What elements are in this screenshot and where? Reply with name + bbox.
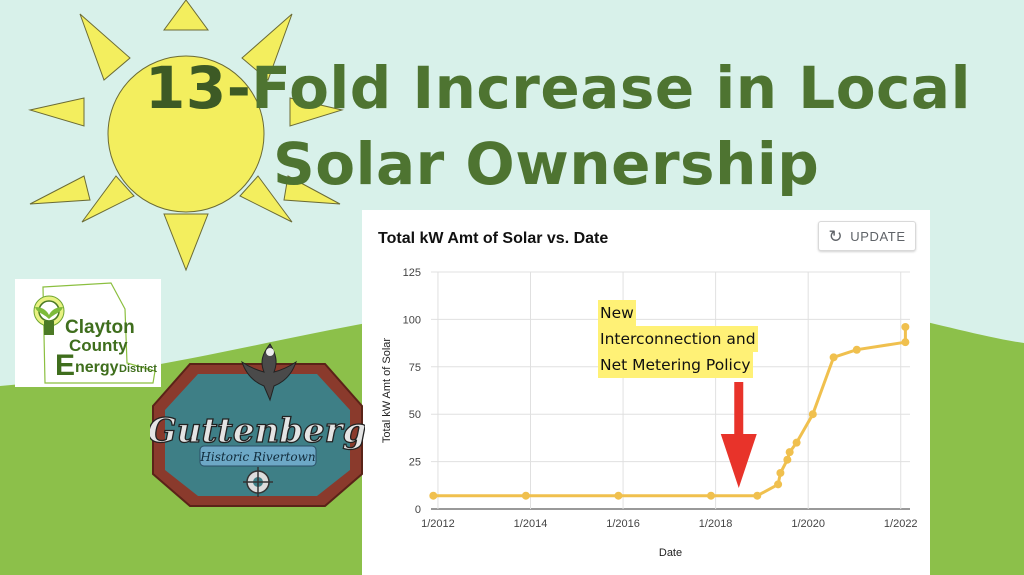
x-axis-label: Date — [659, 547, 682, 559]
clayton-county-logo-art: Clayton County E nergy District — [33, 282, 157, 384]
logo-tagline: Historic Rivertown — [199, 450, 315, 464]
y-tick-label: 25 — [409, 457, 421, 469]
data-point — [774, 480, 783, 489]
policy-annotation: New Interconnection and Net Metering Pol… — [598, 300, 758, 378]
logo-line-2: County — [69, 336, 128, 355]
arrow-down-icon — [720, 434, 757, 488]
logo-line-3-initial: E — [55, 349, 75, 382]
data-point — [792, 438, 801, 447]
data-point — [706, 491, 715, 500]
eagle-icon — [241, 343, 297, 402]
data-point — [901, 322, 910, 331]
data-point — [753, 491, 762, 500]
lightbulb-icon — [33, 295, 65, 335]
data-point — [852, 345, 861, 354]
update-button[interactable]: ↻ UPDATE — [818, 221, 916, 251]
y-tick-label: 100 — [403, 314, 421, 326]
ship-wheel-icon — [243, 467, 273, 497]
chart-panel: Total kW Amt of Solar vs. Date ↻ UPDATE … — [362, 210, 930, 575]
y-tick-label: 75 — [409, 362, 421, 374]
x-tick-label: 1/2018 — [699, 518, 733, 530]
data-point — [829, 353, 838, 362]
data-point — [783, 455, 792, 464]
data-point — [808, 410, 817, 419]
y-axis-label: Total kW Amt of Solar — [381, 338, 393, 443]
chart-title: Total kW Amt of Solar vs. Date — [378, 230, 609, 247]
annotation-line: Net Metering Policy — [598, 352, 753, 378]
annotation-line: Interconnection and — [598, 326, 758, 352]
guttenberg-logo: Guttenberg Historic Rivertown — [147, 340, 367, 510]
slide-title: 13-Fold Increase in Local Solar Ownershi… — [145, 50, 971, 202]
x-tick-label: 1/2014 — [514, 518, 548, 530]
x-tick-label: 1/2022 — [884, 518, 918, 530]
data-point — [521, 491, 530, 500]
y-tick-label: 50 — [409, 409, 421, 421]
clayton-county-logo: Clayton County E nergy District — [15, 279, 161, 387]
y-tick-label: 125 — [403, 267, 421, 279]
logo-name: Guttenberg — [150, 411, 365, 451]
sun-icon — [28, 0, 344, 272]
refresh-icon: ↻ — [828, 226, 844, 246]
annotation-line: New — [598, 300, 636, 326]
data-point — [429, 491, 438, 500]
x-tick-label: 1/2020 — [791, 518, 825, 530]
update-label: UPDATE — [850, 228, 906, 244]
logo-line-3: nergy — [75, 359, 119, 376]
title-line2: Solar Ownership — [273, 130, 820, 198]
data-point — [614, 491, 623, 500]
title-number: 13- — [145, 54, 252, 122]
data-point — [776, 468, 785, 477]
logo-line-3-tail: District — [119, 363, 157, 375]
x-tick-label: 1/2016 — [606, 518, 640, 530]
data-point — [785, 448, 794, 457]
logo-line-1: Clayton — [65, 317, 135, 338]
guttenberg-logo-art: Guttenberg Historic Rivertown — [147, 343, 367, 507]
data-point — [901, 338, 910, 347]
y-tick-label: 0 — [415, 504, 421, 516]
line-chart: 0 25 50 75 100 125 1/2012 1/2014 1/2016 1/2018 1/2… — [381, 267, 918, 559]
title-line1: Fold Increase in Local — [251, 54, 971, 122]
x-tick-label: 1/2012 — [421, 518, 455, 530]
